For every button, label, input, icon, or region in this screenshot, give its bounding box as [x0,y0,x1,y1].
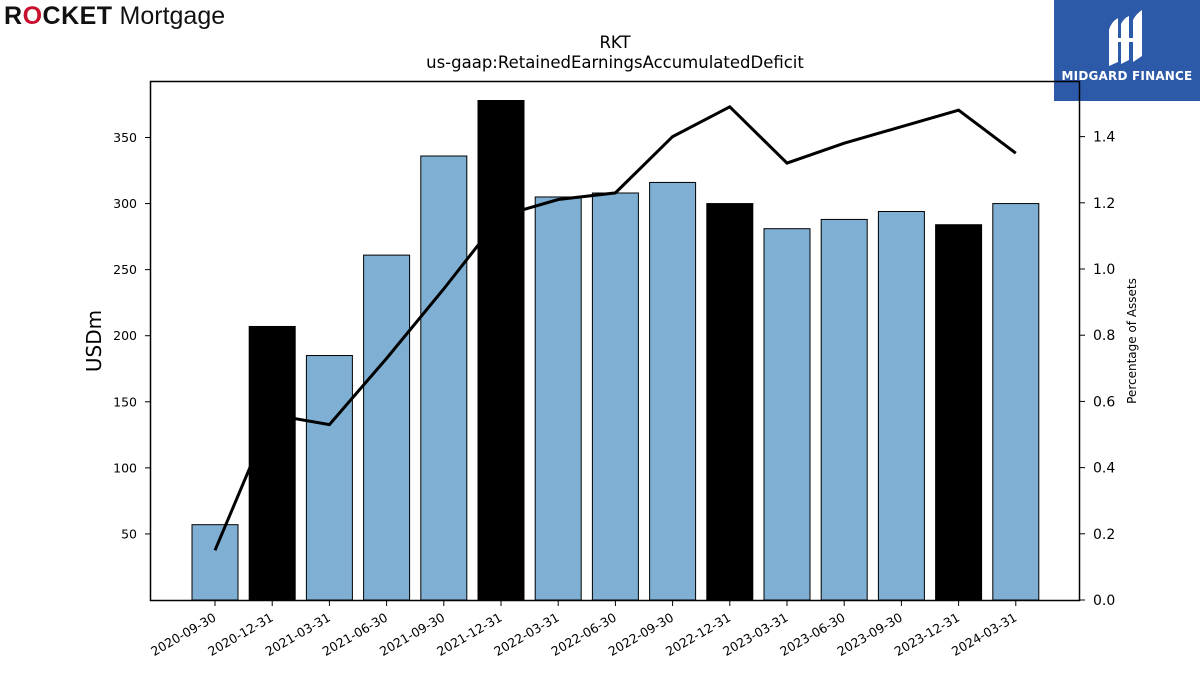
y2-tick-label: 1.0 [1093,262,1115,278]
y-tick-label: 200 [113,328,137,343]
y-tick-label: 300 [113,196,137,211]
bar-2020-12-31 [248,325,296,601]
y-tick-label: 150 [113,394,137,409]
bar-2024-03-31 [992,203,1040,601]
y-tick-label: 350 [113,130,137,145]
y2-tick-label: 1.2 [1093,196,1115,212]
y2-tick-label: 0.4 [1093,461,1115,477]
bar-2022-12-31 [706,203,754,601]
y-tick-label: 250 [113,262,137,277]
bars-group [191,100,1040,601]
x-tick-label: 2024-03-31 [949,610,1019,659]
chart-title: RKT [599,33,631,52]
right-axis-ticks: 0.0 0.2 0.4 0.6 0.8 1.0 1.2 1.4 [1079,130,1115,609]
badge-text: MIDGARD FINANCE [1061,69,1193,83]
chart-subtitle: us-gaap:RetainedEarningsAccumulatedDefic… [426,53,804,72]
bar-2023-09-30 [877,211,925,601]
midgard-finance-badge: MIDGARD FINANCE [1054,0,1200,101]
bar-2022-03-31 [534,196,582,601]
y-tick-label: 50 [121,526,137,541]
left-axis-ticks: 50 100 150 200 250 300 350 [113,130,151,541]
percentage-of-assets-line [213,104,1017,551]
y2-tick-label: 1.4 [1093,130,1115,146]
bar-2022-09-30 [649,181,697,601]
bar-2021-06-30 [363,254,411,601]
y-tick-label: 100 [113,460,137,475]
y2-tick-label: 0.8 [1093,328,1115,344]
bar-2023-12-31 [935,224,983,601]
y-axis-label: USDm [82,310,106,372]
bar-2021-09-30 [420,155,468,601]
y2-tick-label: 0.2 [1093,527,1115,543]
bar-2022-06-30 [591,192,639,601]
y2-tick-label: 0.0 [1093,593,1115,609]
bar-2023-06-30 [820,218,868,601]
bar-2021-12-31 [477,100,525,601]
bar-2020-09-30 [191,524,239,601]
midgard-logo-icon [1109,10,1142,66]
bar-2023-03-31 [763,228,811,601]
rocket-mortgage-logo: ROCKET Mortgage [4,2,226,30]
x-axis-ticks: 2020-09-302020-12-312021-03-312021-06-30… [148,600,1019,659]
y2-tick-label: 0.6 [1093,394,1115,410]
y2-axis-label: Percentage of Assets [1125,278,1139,404]
bar-2021-03-31 [305,355,353,601]
